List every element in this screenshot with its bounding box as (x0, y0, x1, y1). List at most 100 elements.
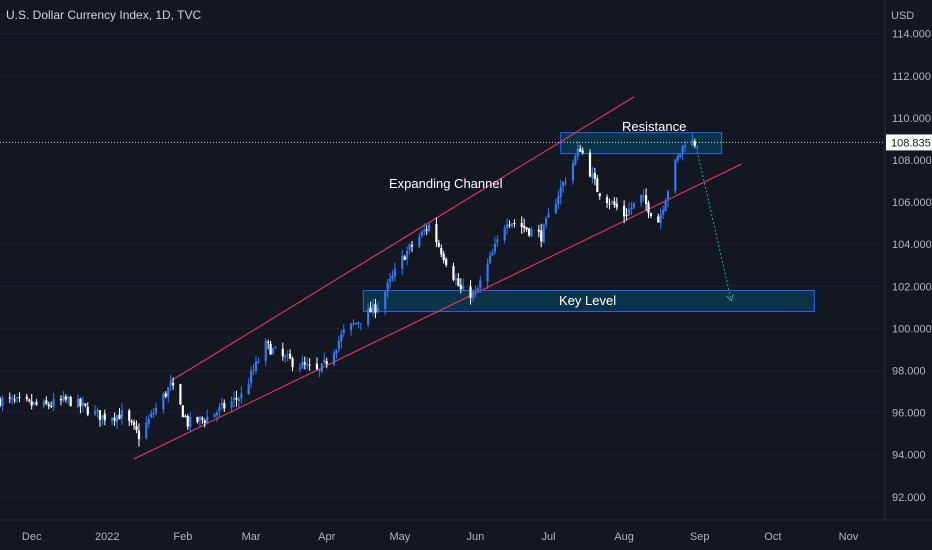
candle-up (230, 401, 233, 408)
candle-down (613, 201, 616, 206)
candle-down (457, 278, 460, 286)
candle-up (562, 182, 565, 187)
candle-up (264, 340, 267, 361)
candle-up (547, 213, 550, 218)
candle-down (79, 398, 82, 407)
time-tick-label: Oct (764, 531, 781, 543)
candle-up (496, 239, 499, 243)
price-tick-label: 110.000 (892, 113, 931, 125)
price-tick-label: 102.000 (892, 281, 932, 293)
candle-up (189, 416, 192, 427)
candle-up (696, 146, 699, 148)
candle-down (0, 398, 2, 406)
candle-down (459, 284, 462, 290)
time-tick-label: Jul (542, 531, 556, 543)
candle-up (683, 145, 687, 147)
candle-up (152, 413, 155, 415)
candle-down (452, 265, 455, 280)
candle-up (111, 418, 114, 422)
price-tick-label: 92.000 (892, 492, 926, 504)
candle-up (666, 191, 670, 201)
time-tick-label: Feb (173, 531, 192, 543)
candle-up (662, 209, 665, 215)
candle-up (150, 413, 153, 418)
candle-down (605, 197, 609, 204)
chart-zones (362, 132, 815, 313)
candle-down (181, 405, 184, 418)
candle-up (357, 322, 360, 324)
candle-down (98, 410, 102, 421)
projection-arrow-line (696, 151, 732, 302)
candle-up (337, 341, 340, 349)
candle-up (506, 224, 509, 229)
candle-down (130, 421, 133, 423)
candle-up (240, 393, 243, 399)
candle-down (18, 396, 21, 398)
candle-down (581, 150, 584, 153)
last-price-label: 108.835 (891, 137, 931, 149)
candle-down (223, 403, 226, 409)
candle-up (252, 370, 255, 372)
candle-down (644, 195, 648, 204)
candle-down (615, 203, 618, 208)
candle-up (120, 410, 124, 419)
candle-down (69, 396, 72, 407)
candle-down (128, 410, 131, 421)
candle-up (254, 361, 258, 371)
candle-down (47, 404, 50, 407)
candle-up (664, 200, 667, 212)
candle-down (30, 400, 33, 406)
candle-down (291, 358, 294, 368)
candle-up (423, 229, 426, 232)
candle-up (674, 159, 677, 191)
candle-down (445, 259, 448, 266)
candle-up (271, 348, 275, 354)
candle-up (479, 280, 482, 288)
candle-down (537, 229, 540, 232)
candle-up (571, 163, 575, 181)
candle-up (659, 214, 662, 223)
candle-down (596, 178, 599, 193)
time-tick-label: Apr (318, 531, 335, 543)
candle-down (269, 343, 272, 355)
candle-down (50, 406, 53, 408)
candle-down (647, 203, 650, 213)
candle-up (471, 291, 475, 298)
candle-down (196, 417, 199, 422)
candle-up (493, 243, 497, 252)
candle-down (86, 406, 89, 415)
candle-up (427, 224, 431, 232)
candle-down (35, 402, 38, 405)
candle-up (145, 422, 148, 439)
candle-down (657, 216, 660, 223)
candle-up (591, 173, 594, 178)
candle-down (164, 393, 167, 397)
candle-down (440, 248, 443, 255)
candle-up (96, 410, 99, 412)
candle-up (420, 231, 423, 236)
candle-down (442, 253, 445, 261)
candle-up (218, 406, 221, 412)
candle-down (508, 224, 511, 226)
chart-title: U.S. Dollar Currency Index, 1D, TVC (6, 8, 202, 22)
time-tick-label: Jun (467, 531, 485, 543)
candle-down (308, 364, 311, 366)
candle-up (42, 401, 45, 406)
candle-up (198, 416, 202, 421)
candle-down (527, 228, 531, 236)
candle-up (408, 244, 411, 250)
candle-up (491, 252, 494, 256)
candle-down (28, 399, 31, 401)
key-level-zone (362, 290, 815, 313)
candle-up (401, 255, 404, 269)
candle-up (335, 349, 338, 355)
candle-up (630, 207, 633, 210)
resistance-zone (560, 132, 723, 155)
candle-up (632, 202, 635, 208)
candle-down (113, 417, 116, 421)
time-tick-label: Dec (22, 531, 42, 543)
candle-down (84, 403, 87, 406)
candle-up (332, 352, 336, 365)
candle-down (171, 383, 175, 386)
